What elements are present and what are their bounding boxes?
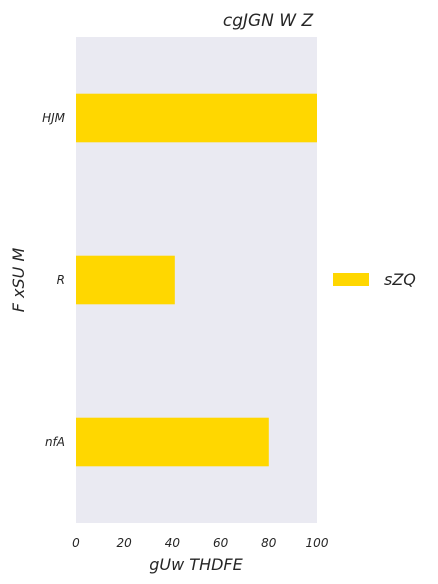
bar-HJM — [76, 93, 317, 143]
x-tick-label-100: 100 — [306, 536, 329, 550]
y-tick-label-HJM: HJM — [42, 111, 66, 125]
bars-group — [76, 93, 317, 467]
legend-label-series-0: sZQ — [384, 270, 416, 289]
y-axis-label: F xSU M — [9, 248, 28, 313]
y-tick-label-nfA: nfA — [45, 435, 65, 449]
legend: sZQ — [333, 270, 416, 289]
x-tick-label-20: 20 — [117, 536, 133, 550]
bar-nfA — [76, 417, 269, 467]
y-tick-label-R: R — [57, 273, 65, 287]
legend-swatch-series-0 — [333, 273, 369, 286]
bar-R — [76, 255, 175, 305]
chart-title: cgJGN W Z — [223, 11, 314, 31]
x-tick-labels: 0 20 40 60 80 100 — [72, 536, 329, 550]
x-tick-label-80: 80 — [261, 536, 277, 550]
x-tick-label-60: 60 — [213, 536, 229, 550]
x-axis-label: gUw THDFE — [149, 555, 243, 574]
x-tick-label-40: 40 — [165, 536, 181, 550]
x-tick-label-0: 0 — [72, 536, 80, 550]
